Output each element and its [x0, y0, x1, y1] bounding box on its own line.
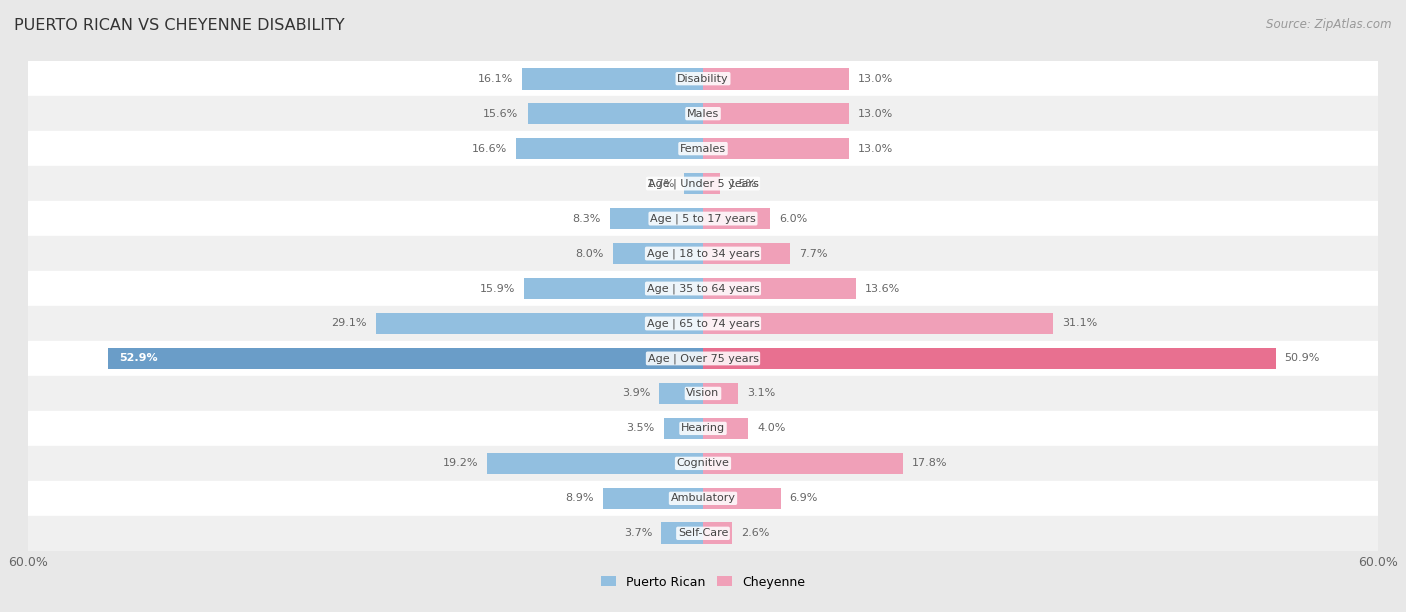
Bar	[28, 481, 1378, 516]
Bar	[28, 306, 1378, 341]
Text: 8.0%: 8.0%	[575, 248, 605, 258]
Text: Age | Over 75 years: Age | Over 75 years	[648, 353, 758, 364]
Text: 3.1%: 3.1%	[747, 389, 775, 398]
Bar	[524, 278, 703, 299]
Bar	[703, 488, 780, 509]
Bar	[28, 341, 1378, 376]
Bar	[664, 417, 703, 439]
Bar	[603, 488, 703, 509]
Text: 13.6%: 13.6%	[865, 283, 900, 294]
Text: Hearing: Hearing	[681, 424, 725, 433]
Bar	[703, 68, 849, 89]
Text: Age | 65 to 74 years: Age | 65 to 74 years	[647, 318, 759, 329]
Bar	[375, 313, 703, 334]
Bar	[703, 103, 849, 124]
Bar	[486, 452, 703, 474]
Bar	[516, 138, 703, 160]
Text: Cognitive: Cognitive	[676, 458, 730, 468]
Text: Self-Care: Self-Care	[678, 528, 728, 539]
Text: Age | 18 to 34 years: Age | 18 to 34 years	[647, 248, 759, 259]
Text: 50.9%: 50.9%	[1285, 354, 1320, 364]
Bar	[703, 417, 748, 439]
Text: Age | Under 5 years: Age | Under 5 years	[648, 178, 758, 189]
Text: Ambulatory: Ambulatory	[671, 493, 735, 503]
Text: 13.0%: 13.0%	[858, 73, 893, 84]
Text: 3.7%: 3.7%	[624, 528, 652, 539]
Text: 1.5%: 1.5%	[728, 179, 756, 188]
Bar	[703, 278, 856, 299]
Bar	[28, 446, 1378, 481]
Text: Vision: Vision	[686, 389, 720, 398]
Text: Age | 35 to 64 years: Age | 35 to 64 years	[647, 283, 759, 294]
Text: 29.1%: 29.1%	[332, 318, 367, 329]
Bar	[703, 452, 903, 474]
Text: Disability: Disability	[678, 73, 728, 84]
Text: 8.9%: 8.9%	[565, 493, 593, 503]
Text: 6.0%: 6.0%	[779, 214, 807, 223]
Bar	[610, 207, 703, 230]
Bar	[703, 313, 1053, 334]
Text: 15.6%: 15.6%	[484, 109, 519, 119]
Legend: Puerto Rican, Cheyenne: Puerto Rican, Cheyenne	[596, 570, 810, 594]
Bar	[659, 382, 703, 405]
Text: 3.9%: 3.9%	[621, 389, 650, 398]
Text: Females: Females	[681, 144, 725, 154]
Bar	[527, 103, 703, 124]
Bar	[28, 376, 1378, 411]
Bar	[28, 236, 1378, 271]
Text: 19.2%: 19.2%	[443, 458, 478, 468]
Bar	[613, 243, 703, 264]
Bar	[28, 166, 1378, 201]
Text: Males: Males	[688, 109, 718, 119]
Text: 52.9%: 52.9%	[120, 354, 157, 364]
Bar	[28, 131, 1378, 166]
Text: 31.1%: 31.1%	[1062, 318, 1097, 329]
Text: 3.5%: 3.5%	[627, 424, 655, 433]
Text: 8.3%: 8.3%	[572, 214, 600, 223]
Bar	[28, 411, 1378, 446]
Bar	[703, 382, 738, 405]
Bar	[683, 173, 703, 195]
Bar	[28, 516, 1378, 551]
Text: 15.9%: 15.9%	[479, 283, 515, 294]
Text: 2.6%: 2.6%	[741, 528, 769, 539]
Bar	[703, 523, 733, 544]
Bar	[703, 138, 849, 160]
Text: 13.0%: 13.0%	[858, 144, 893, 154]
Text: 16.6%: 16.6%	[472, 144, 508, 154]
Bar	[28, 271, 1378, 306]
Bar	[28, 96, 1378, 131]
Text: 6.9%: 6.9%	[790, 493, 818, 503]
Text: 1.7%: 1.7%	[647, 179, 675, 188]
Text: 13.0%: 13.0%	[858, 109, 893, 119]
Bar	[28, 61, 1378, 96]
Bar	[703, 243, 790, 264]
Bar	[661, 523, 703, 544]
Text: Source: ZipAtlas.com: Source: ZipAtlas.com	[1267, 18, 1392, 31]
Bar	[28, 201, 1378, 236]
Text: 7.7%: 7.7%	[799, 248, 827, 258]
Text: 4.0%: 4.0%	[756, 424, 786, 433]
Bar	[703, 173, 720, 195]
Text: PUERTO RICAN VS CHEYENNE DISABILITY: PUERTO RICAN VS CHEYENNE DISABILITY	[14, 18, 344, 34]
Text: Age | 5 to 17 years: Age | 5 to 17 years	[650, 214, 756, 224]
Bar	[108, 348, 703, 369]
Text: 17.8%: 17.8%	[912, 458, 948, 468]
Text: 16.1%: 16.1%	[478, 73, 513, 84]
Bar	[703, 348, 1275, 369]
Bar	[522, 68, 703, 89]
Bar	[703, 207, 770, 230]
